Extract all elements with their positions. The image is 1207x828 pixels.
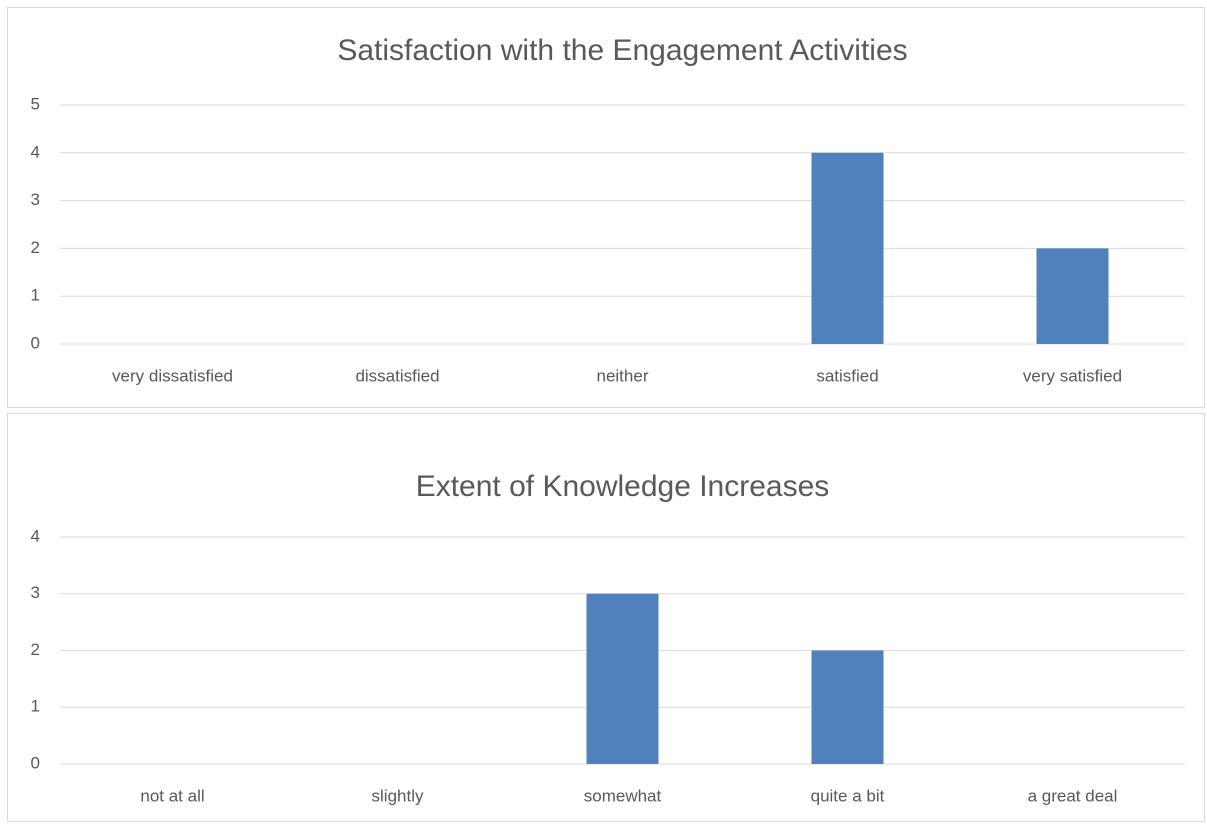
bar [586,593,659,764]
x-tick-label: neither [597,366,649,385]
y-tick-label: 0 [31,333,40,352]
x-tick-label: very dissatisfied [112,366,233,385]
y-tick-label: 5 [31,94,40,113]
x-tick-label: satisfied [816,366,878,385]
x-tick-label: slightly [372,786,424,805]
y-tick-label: 0 [31,753,40,772]
bar [811,650,884,764]
y-tick-label: 2 [31,640,40,659]
chart-title: Extent of Knowledge Increases [416,470,830,503]
x-tick-label: dissatisfied [355,366,439,385]
x-tick-label: very satisfied [1023,366,1122,385]
y-tick-label: 3 [31,190,40,209]
y-tick-label: 1 [31,697,40,716]
x-tick-label: somewhat [584,786,662,805]
y-tick-label: 3 [31,583,40,602]
y-tick-label: 2 [31,238,40,257]
chart-frame [7,7,1205,408]
bar [1036,248,1109,344]
bar [811,152,884,344]
y-tick-label: 1 [31,286,40,305]
y-tick-label: 4 [31,526,40,545]
x-tick-label: not at all [140,786,204,805]
y-tick-label: 4 [31,142,40,161]
x-tick-label: quite a bit [811,786,885,805]
x-tick-label: a great deal [1028,786,1118,805]
chart-title: Satisfaction with the Engagement Activit… [337,34,907,67]
